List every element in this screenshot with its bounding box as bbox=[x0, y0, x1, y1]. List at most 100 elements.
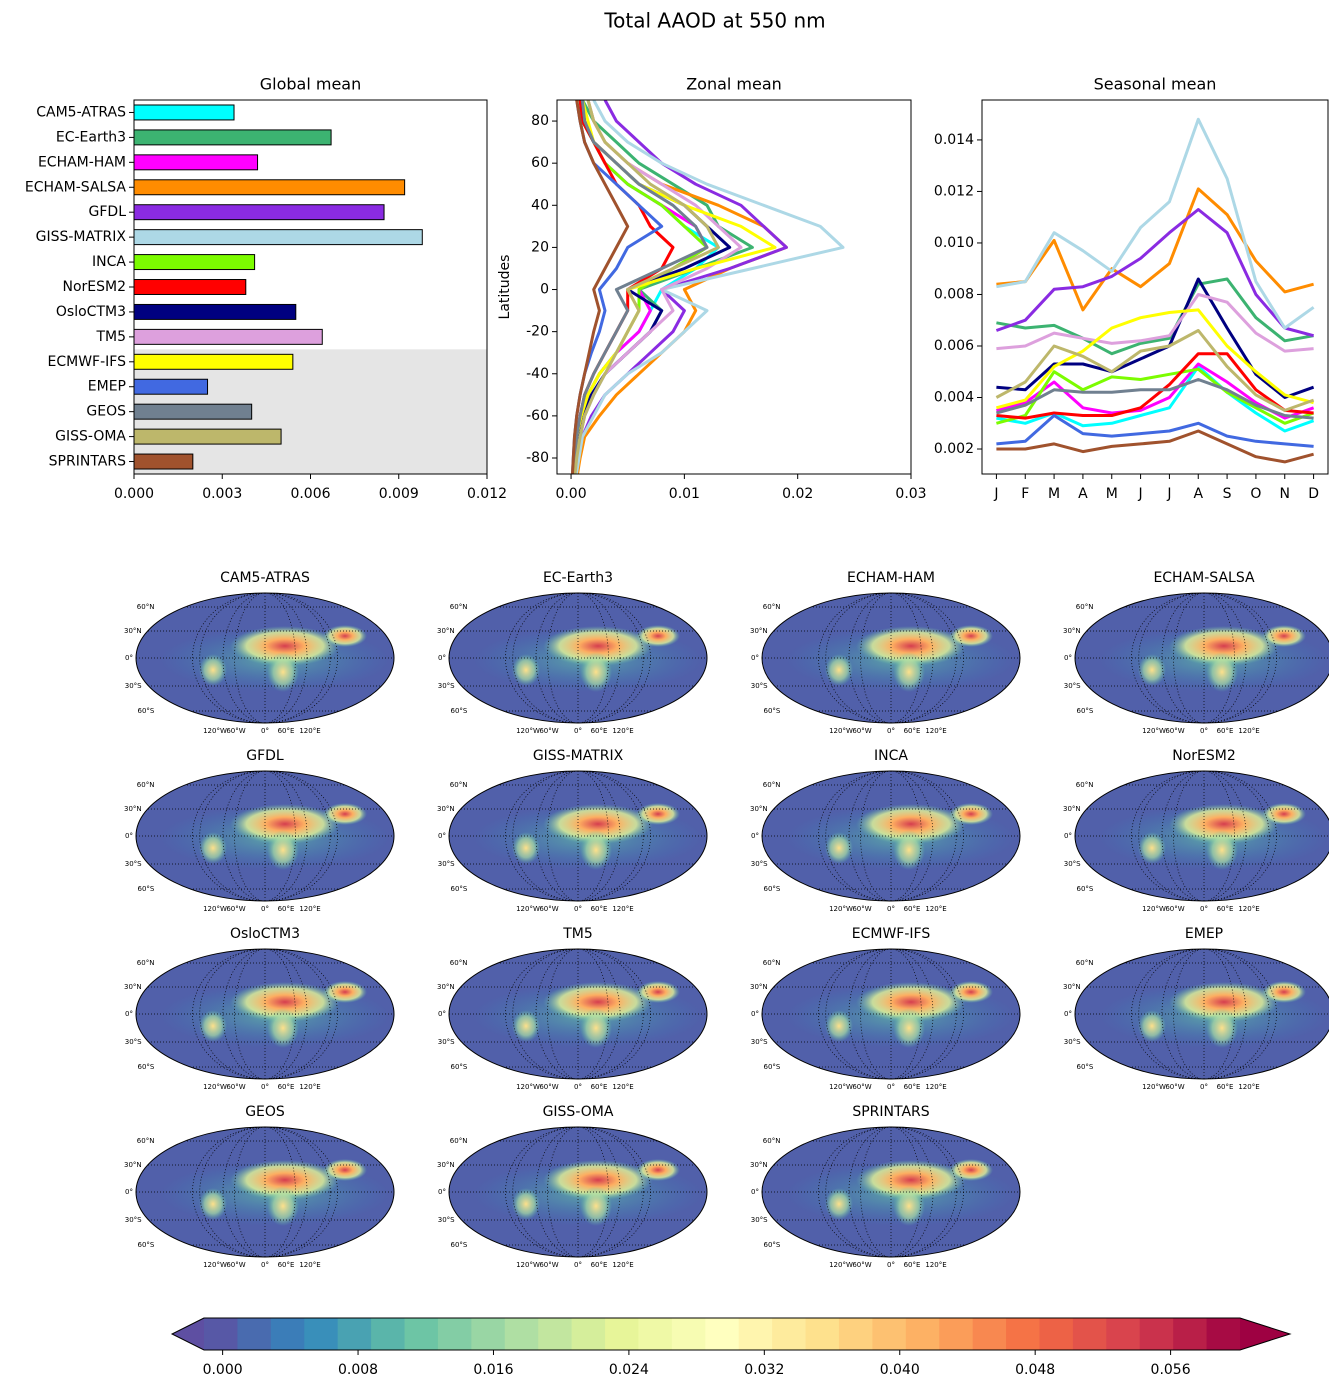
lat-label: 60°S bbox=[763, 1063, 780, 1071]
lat-label: 30°S bbox=[438, 682, 455, 690]
lon-label: 60°W bbox=[1165, 1083, 1184, 1091]
map-title: GISS-MATRIX bbox=[533, 748, 624, 764]
colorbar-segment bbox=[204, 1318, 238, 1350]
field bbox=[1206, 1008, 1238, 1048]
series-line bbox=[996, 187, 1314, 312]
meridian bbox=[512, 949, 644, 1079]
y-tick-label: 80 bbox=[531, 113, 549, 129]
bar bbox=[133, 303, 297, 320]
x-tick-label: 0.003 bbox=[202, 486, 242, 502]
colorbar-segment bbox=[905, 1318, 940, 1350]
lon-label: 120°W bbox=[829, 727, 853, 735]
map bbox=[136, 949, 394, 1079]
lon-label: 60°E bbox=[904, 1261, 921, 1269]
map bbox=[762, 593, 1020, 723]
meridian bbox=[1161, 593, 1247, 723]
lat-label: 30°S bbox=[1064, 682, 1081, 690]
meridian bbox=[192, 1127, 338, 1257]
lat-label: 0° bbox=[751, 1010, 759, 1018]
lon-label: 120°W bbox=[516, 727, 540, 735]
lon-label: 120°E bbox=[612, 1083, 633, 1091]
lat-label: 0° bbox=[438, 1188, 446, 1196]
x-tick-label: J bbox=[1166, 486, 1171, 502]
y-tick-label: OsloCTM3 bbox=[56, 304, 126, 320]
colorbar-segment bbox=[571, 1318, 606, 1350]
meridian bbox=[512, 771, 644, 901]
lat-label: 60°S bbox=[450, 707, 467, 715]
map-title: SPRINTARS bbox=[852, 1104, 929, 1120]
lon-label: 60°E bbox=[904, 905, 921, 913]
meridian bbox=[1131, 949, 1277, 1079]
meridian bbox=[547, 593, 609, 723]
lat-label: 30°S bbox=[1064, 860, 1081, 868]
x-tick-label: 0.006 bbox=[290, 486, 330, 502]
lat-label: 30°N bbox=[750, 805, 768, 813]
field bbox=[230, 804, 340, 844]
lat-label: 30°N bbox=[124, 805, 142, 813]
lon-label: 0° bbox=[887, 905, 895, 913]
field bbox=[323, 625, 367, 647]
map bbox=[762, 949, 1020, 1079]
y-tick-label: EMEP bbox=[88, 379, 126, 395]
lon-label: 120°E bbox=[1238, 727, 1259, 735]
lon-label: 60°W bbox=[539, 905, 558, 913]
colorbar-segment bbox=[1072, 1318, 1107, 1350]
colorbar-segment bbox=[838, 1318, 873, 1350]
meridian bbox=[234, 593, 296, 723]
colorbar-segment bbox=[872, 1318, 907, 1350]
lon-label: 120°E bbox=[612, 1261, 633, 1269]
lon-label: 0° bbox=[261, 727, 269, 735]
lon-label: 0° bbox=[1200, 727, 1208, 735]
lon-label: 60°E bbox=[278, 727, 295, 735]
x-tick-label: J bbox=[993, 486, 998, 502]
field bbox=[580, 1186, 612, 1226]
meridian bbox=[547, 1127, 609, 1257]
map-title: GFDL bbox=[246, 748, 284, 764]
lat-label: 0° bbox=[751, 832, 759, 840]
map-border bbox=[761, 592, 1021, 724]
field bbox=[949, 1159, 993, 1181]
x-tick-label: O bbox=[1250, 486, 1261, 502]
lat-label: 60°N bbox=[450, 1137, 468, 1145]
plot-area bbox=[570, 100, 845, 474]
meridian bbox=[818, 771, 964, 901]
meridian bbox=[860, 771, 922, 901]
field bbox=[267, 830, 299, 870]
map-title: OsloCTM3 bbox=[230, 926, 300, 942]
lat-label: 0° bbox=[125, 1010, 133, 1018]
colorbar-segment bbox=[304, 1318, 339, 1350]
lat-label: 60°S bbox=[1076, 1063, 1093, 1071]
y-tick-label: 0 bbox=[540, 282, 549, 298]
lat-label: 30°N bbox=[1063, 805, 1081, 813]
bar bbox=[133, 403, 253, 420]
field bbox=[543, 982, 653, 1022]
lat-label: 0° bbox=[125, 1188, 133, 1196]
lon-label: 60°E bbox=[1217, 905, 1234, 913]
bar bbox=[133, 453, 194, 470]
field bbox=[1206, 652, 1238, 692]
y-tick-label: 20 bbox=[531, 239, 549, 255]
colorbar-segment bbox=[371, 1318, 406, 1350]
lon-label: 0° bbox=[887, 1261, 895, 1269]
x-tick-label: A bbox=[1193, 486, 1203, 502]
meridian bbox=[848, 771, 934, 901]
meridian bbox=[199, 593, 331, 723]
lon-label: 120°E bbox=[612, 905, 633, 913]
lon-label: 0° bbox=[574, 727, 582, 735]
y-tick-label: GISS-MATRIX bbox=[36, 229, 127, 245]
y-tick-label: ECHAM-HAM bbox=[38, 154, 126, 170]
lon-label: 60°E bbox=[1217, 727, 1234, 735]
map-border bbox=[761, 770, 1021, 902]
meridian bbox=[199, 1127, 331, 1257]
lat-label: 0° bbox=[751, 1188, 759, 1196]
lon-label: 60°W bbox=[226, 727, 245, 735]
field bbox=[580, 830, 612, 870]
lon-label: 60°W bbox=[226, 1261, 245, 1269]
meridian bbox=[860, 593, 922, 723]
meridian bbox=[1161, 771, 1247, 901]
map-title: EC-Earth3 bbox=[543, 570, 613, 586]
series-line bbox=[996, 362, 1315, 420]
field bbox=[267, 1186, 299, 1226]
meridian bbox=[1131, 771, 1277, 901]
lon-label: 60°W bbox=[539, 1083, 558, 1091]
